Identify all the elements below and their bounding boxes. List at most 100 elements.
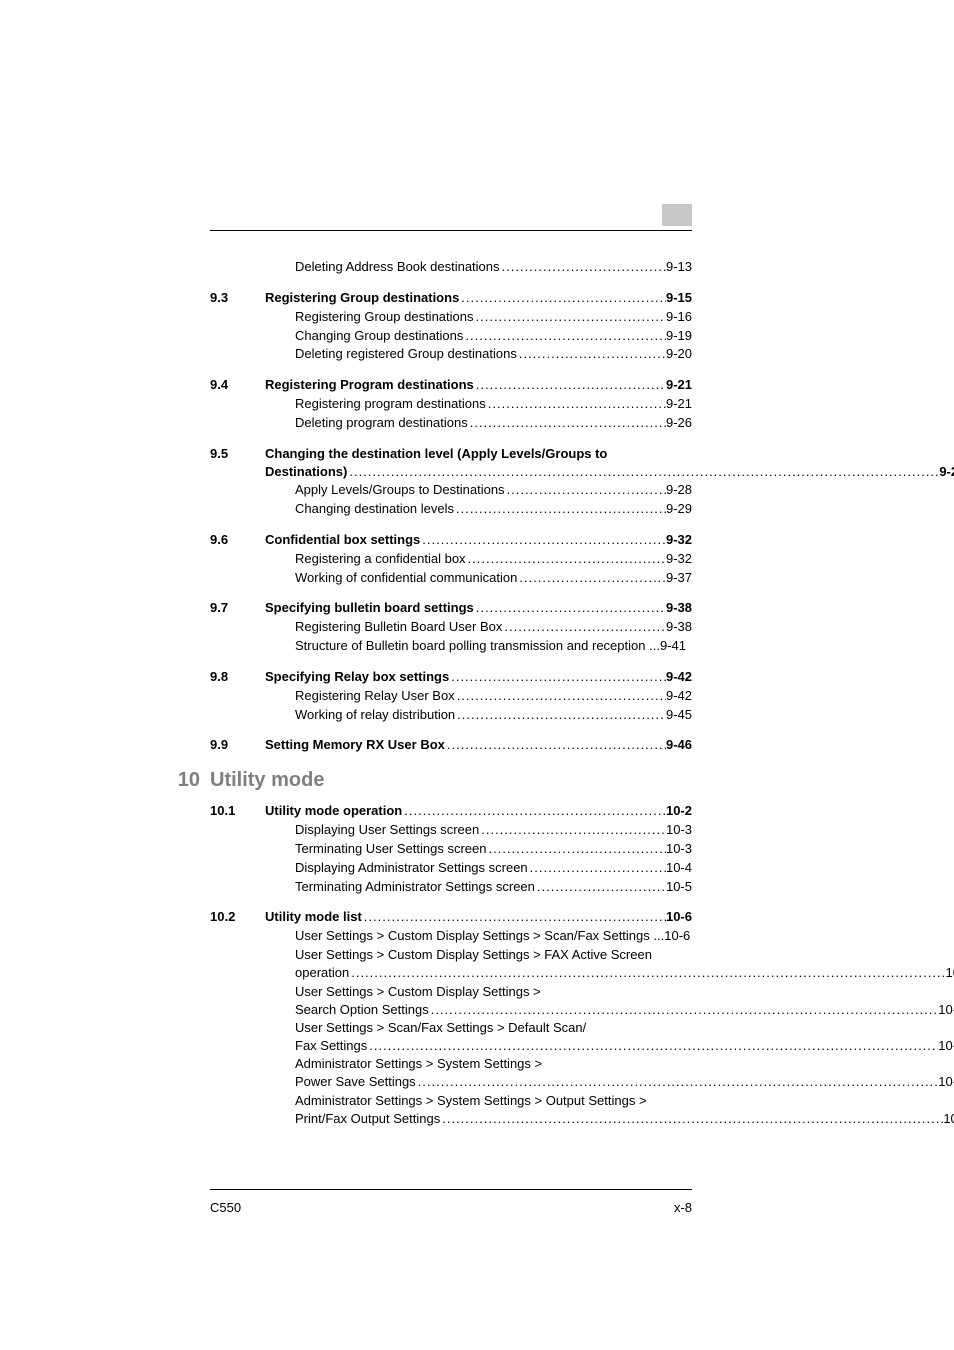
toc-text: User Settings > Custom Display Settings … [295, 946, 954, 964]
leader [517, 569, 666, 588]
toc-sub-entry: Structure of Bulletin board polling tran… [210, 637, 692, 656]
toc-page: 10-7 [946, 964, 954, 982]
toc-page: 9-15 [666, 289, 692, 308]
toc-text: Structure of Bulletin board polling tran… [295, 637, 645, 656]
toc-text: Changing the destination level (Apply Le… [265, 445, 954, 463]
toc-sub-entry: Displaying Administrator Settings screen… [210, 859, 692, 878]
toc-text: Administrator Settings > System Settings… [295, 1092, 954, 1110]
toc-text: Registering a confidential box [295, 550, 466, 569]
header-accent-box [662, 204, 692, 226]
toc-sub-entry: Administrator Settings > System Settings… [210, 1055, 692, 1091]
toc-text: Fax Settings [295, 1037, 367, 1055]
toc-page: 9-21 [666, 376, 692, 395]
toc-section-num: 10.2 [210, 908, 265, 927]
leader [349, 964, 945, 982]
toc-text: Terminating User Settings screen [295, 840, 486, 859]
toc-sub-entry: Registering Relay User Box9-42 [210, 687, 692, 706]
leader [402, 802, 666, 821]
toc-page: 9-13 [666, 258, 692, 277]
toc-text: Deleting program destinations [295, 414, 468, 433]
bottom-rule [210, 1189, 692, 1190]
leader [528, 859, 666, 878]
toc-text: Changing Group destinations [295, 327, 463, 346]
toc-page: 10-6 [664, 927, 690, 946]
toc-section-entry: 9.7 Specifying bulletin board settings 9… [210, 599, 692, 618]
toc-text: Deleting registered Group destinations [295, 345, 517, 364]
leader [455, 687, 666, 706]
toc-section-num: 9.8 [210, 668, 265, 687]
toc-page: 10-3 [666, 840, 692, 859]
toc-page: 9-32 [666, 550, 692, 569]
toc-page: 10-5 [666, 878, 692, 897]
toc-page: 10-6 [666, 908, 692, 927]
toc-sub-entry: User Settings > Scan/Fax Settings > Defa… [210, 1019, 692, 1055]
toc-text: Working of confidential communication [295, 569, 517, 588]
toc-sub-entry: Working of confidential communication 9-3… [210, 569, 692, 588]
toc-text: Utility mode operation [265, 802, 402, 821]
toc-text: Deleting Address Book destinations [295, 258, 500, 277]
leader [517, 345, 666, 364]
leader [502, 618, 666, 637]
leader [479, 821, 666, 840]
toc-text: Print/Fax Output Settings [295, 1110, 440, 1128]
page: Deleting Address Book destinations 9-13 … [0, 0, 954, 1350]
toc-section-num: 9.4 [210, 376, 265, 395]
chapter-title: Utility mode [210, 769, 324, 792]
toc-sub-entry: Administrator Settings > System Settings… [210, 1092, 692, 1128]
toc-page: 9-38 [666, 599, 692, 618]
toc-text: Terminating Administrator Settings scree… [295, 878, 535, 897]
toc-section-num: 9.3 [210, 289, 265, 308]
chapter-num: 10 [160, 769, 200, 792]
leader [449, 668, 666, 687]
toc-text: Search Option Settings [295, 1001, 429, 1019]
leader [459, 289, 666, 308]
toc-text: Registering Program destinations [265, 376, 474, 395]
toc-sub-entry: Working of relay distribution 9-45 [210, 706, 692, 725]
toc-section-entry: 10.2 Utility mode list 10-6 [210, 908, 692, 927]
leader [454, 500, 666, 519]
toc-sub-entry: Displaying User Settings screen10-3 [210, 821, 692, 840]
footer-model: C550 [210, 1200, 241, 1215]
toc-section-entry: 9.9 Setting Memory RX User Box 9-46 [210, 736, 692, 755]
toc-text: User Settings > Scan/Fax Settings > Defa… [295, 1019, 954, 1037]
toc-page: 9-41 [660, 637, 686, 656]
toc-section-entry: 9.3 Registering Group destinations 9-15 [210, 289, 692, 308]
toc-content: Deleting Address Book destinations 9-13 … [210, 258, 692, 1128]
toc-text: Setting Memory RX User Box [265, 736, 445, 755]
toc-page: 9-16 [666, 308, 692, 327]
leader [416, 1073, 939, 1091]
toc-page: 10-3 [666, 821, 692, 840]
leader [362, 908, 666, 927]
leader [474, 308, 666, 327]
toc-text: Specifying bulletin board settings [265, 599, 474, 618]
toc-page: 9-28 [666, 481, 692, 500]
toc-section-entry: 9.4 Registering Program destinations 9-2… [210, 376, 692, 395]
leader [429, 1001, 939, 1019]
toc-text: Working of relay distribution [295, 706, 455, 725]
toc-page: 9-45 [666, 706, 692, 725]
toc-sub-entry: Registering Bulletin Board User Box9-38 [210, 618, 692, 637]
toc-text: Registering Group destinations [295, 308, 474, 327]
toc-page: 10-4 [666, 859, 692, 878]
top-rule [210, 230, 692, 231]
toc-sub-entry: User Settings > Custom Display Settings … [210, 946, 692, 982]
toc-page: 9-37 [666, 569, 692, 588]
toc-page: 10-2 [666, 802, 692, 821]
leader [420, 531, 666, 550]
toc-section-entry: 10.1 Utility mode operation 10-2 [210, 802, 692, 821]
chapter-heading: 10 Utility mode [210, 769, 692, 792]
leader [500, 258, 666, 277]
toc-page: 9-28 [939, 463, 954, 481]
toc-page: 9-20 [666, 345, 692, 364]
toc-text: Registering Bulletin Board User Box [295, 618, 502, 637]
leader [486, 840, 665, 859]
toc-sub-entry: Terminating Administrator Settings scree… [210, 878, 692, 897]
leader [468, 414, 666, 433]
toc-page: 9-21 [666, 395, 692, 414]
leader [535, 878, 666, 897]
toc-text: Administrator Settings > System Settings… [295, 1055, 954, 1073]
leader [455, 706, 666, 725]
leader [474, 376, 666, 395]
toc-page: 9-42 [666, 668, 692, 687]
toc-page: 9-32 [666, 531, 692, 550]
